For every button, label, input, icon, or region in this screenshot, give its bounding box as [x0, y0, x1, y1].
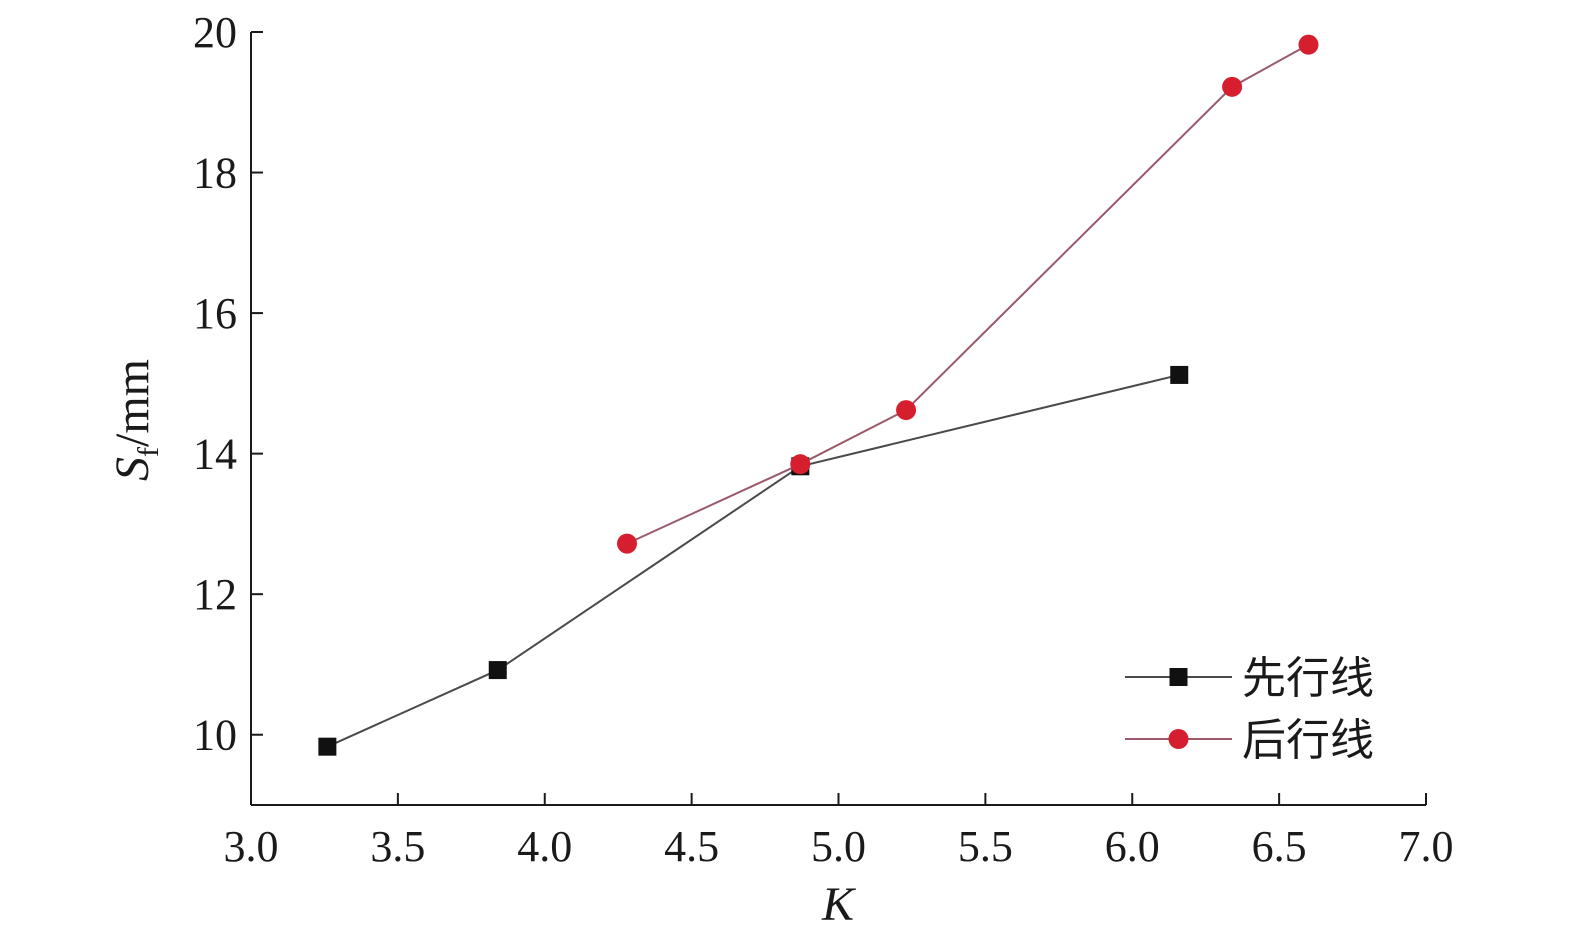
- series-2-point: [617, 533, 637, 554]
- series-2-point: [1222, 76, 1243, 97]
- x-tick-label: 4.5: [664, 822, 719, 871]
- series-2-point: [790, 454, 811, 475]
- y-axis-title-sub: f: [132, 447, 165, 457]
- legend-marker: [1168, 729, 1189, 749]
- y-tick-label: 12: [193, 570, 237, 619]
- axes: 3.0 3.5 4.0 4.5 5.0 5.5 6.0 6.5 7.0 10 12 14 16 18 20: [193, 8, 1454, 871]
- y-tick-label: 10: [193, 711, 237, 760]
- series-2-point: [896, 400, 917, 421]
- series-2-point: [1298, 34, 1319, 55]
- y-ticks: 10 12 14 16 18 20: [193, 8, 263, 760]
- series-1-line: [326, 373, 1180, 748]
- legend-label: 后行线: [1242, 715, 1374, 766]
- series-1: [318, 365, 1189, 756]
- series-layer: [318, 34, 1319, 756]
- x-tick-label: 5.0: [811, 822, 866, 871]
- series-1-point: [488, 661, 507, 680]
- y-tick-label: 18: [193, 149, 237, 198]
- x-tick-label: 6.0: [1105, 822, 1160, 871]
- series-1-point: [1170, 365, 1189, 384]
- x-tick-label: 3.0: [224, 822, 279, 871]
- x-tick-label: 7.0: [1399, 822, 1454, 871]
- legend-label: 先行线: [1242, 653, 1374, 704]
- y-axis-title-unit: /mm: [106, 359, 159, 447]
- x-ticks: 3.0 3.5 4.0 4.5 5.0 5.5 6.0 6.5 7.0: [224, 793, 1454, 871]
- y-tick-label: 20: [193, 8, 237, 57]
- x-tick-label: 4.0: [517, 822, 572, 871]
- y-tick-label: 14: [193, 430, 237, 479]
- y-tick-label: 16: [193, 289, 237, 338]
- y-axis-title: Sf/mm: [106, 359, 165, 481]
- legend-item-1: 先行线: [1125, 653, 1374, 704]
- x-tick-label: 5.5: [958, 822, 1013, 871]
- series-2-line: [626, 43, 1309, 545]
- series-1-point: [318, 737, 337, 756]
- x-tick-label: 3.5: [370, 822, 425, 871]
- series-2: [617, 34, 1319, 554]
- y-axis-title-main: S: [106, 457, 159, 481]
- x-axis-title: K: [821, 878, 857, 931]
- x-tick-label: 6.5: [1252, 822, 1307, 871]
- legend-item-2: 后行线: [1125, 715, 1374, 766]
- legend-marker: [1169, 668, 1188, 686]
